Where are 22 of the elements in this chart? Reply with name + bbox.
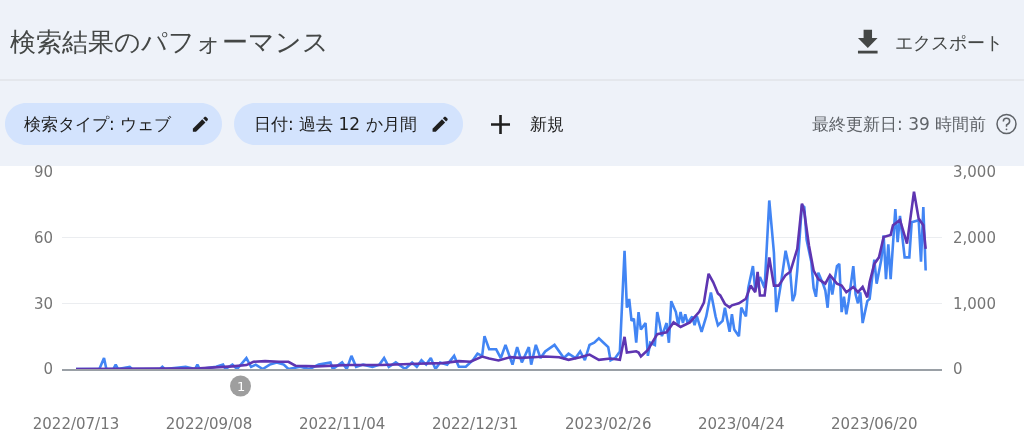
chart-title: 検索結果のパフォーマンス [10,27,329,58]
text: 検索タイプ: ウェブ [24,114,173,134]
text: 最終更新日: 39 時間前 [812,114,987,134]
y-tick-label: 30 [33,294,53,313]
text: 新規 [530,114,564,134]
y-tick-label: 60 [33,228,53,247]
text: エクスポート [895,32,1003,53]
x-tick-label: 2023/04/24 [698,414,785,433]
x-tick-label: 2022/11/04 [298,414,386,433]
text: 日付: 過去 12 か月間 [254,114,417,134]
x-tick-label: 2023/02/26 [564,414,652,433]
x-tick-label: 2022/12/31 [431,414,519,433]
y2-tick-label: 0 [953,360,963,379]
y-tick-label: 0 [43,360,53,379]
y-tick-label: 90 [33,163,53,182]
y2-tick-label: 3,000 [953,163,996,182]
x-tick-label: 2022/09/08 [165,414,253,433]
x-tick-label: 2022/07/13 [32,414,120,433]
x-tick-label: 2023/06/20 [831,414,918,433]
y2-tick-label: 2,000 [953,228,996,247]
y2-tick-label: 1,000 [953,294,996,313]
text: 1 [237,379,246,394]
